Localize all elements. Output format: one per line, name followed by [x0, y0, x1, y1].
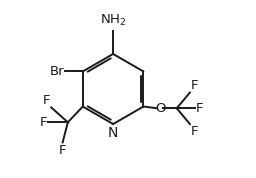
Text: O: O: [155, 102, 165, 115]
Text: F: F: [39, 116, 47, 129]
Text: F: F: [59, 144, 66, 157]
Text: F: F: [191, 125, 198, 138]
Text: F: F: [196, 102, 204, 115]
Text: NH$_2$: NH$_2$: [100, 13, 126, 28]
Text: F: F: [42, 93, 50, 106]
Text: F: F: [191, 79, 198, 92]
Text: N: N: [108, 126, 118, 140]
Text: Br: Br: [50, 65, 64, 78]
